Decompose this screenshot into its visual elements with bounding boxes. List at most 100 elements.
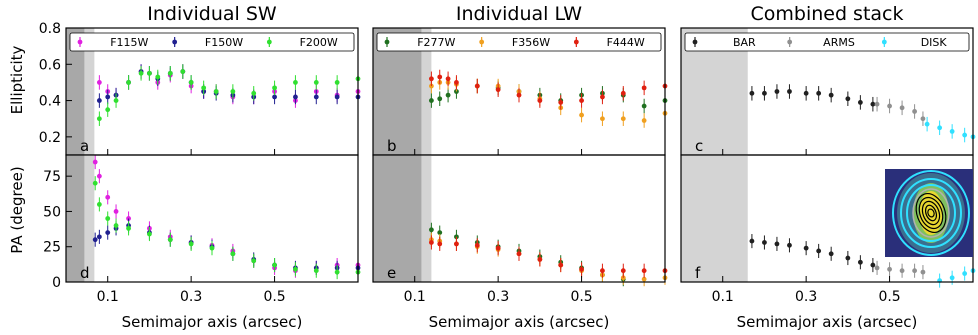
series-disk <box>937 263 976 288</box>
shaded-region <box>681 155 748 282</box>
data-point <box>641 276 647 282</box>
data-point <box>454 80 459 85</box>
data-point <box>96 234 102 240</box>
x-tick-label: 0.3 <box>180 289 202 305</box>
data-point <box>474 83 480 89</box>
data-point <box>949 129 955 134</box>
data-point <box>96 173 102 179</box>
legend: F115W F150W F200W <box>69 32 355 52</box>
data-point <box>293 266 298 272</box>
data-point <box>105 107 111 113</box>
data-point <box>787 89 792 94</box>
panel-letter: b <box>387 137 397 155</box>
data-point <box>113 209 119 214</box>
legend-marker <box>787 39 793 45</box>
disk-contour <box>892 170 970 256</box>
data-point <box>516 92 522 98</box>
series-arms <box>874 260 926 280</box>
data-point <box>213 89 219 94</box>
panel-title: Individual LW <box>456 3 582 25</box>
x-tick-label: 0.3 <box>795 289 817 305</box>
data-point <box>641 118 647 123</box>
data-point <box>272 85 277 91</box>
series-f444w <box>429 69 668 110</box>
legend-label: F277W <box>417 36 455 49</box>
x-tick-label: 0.1 <box>712 289 734 305</box>
legend-label: F444W <box>607 36 645 49</box>
y-tick-label: 25 <box>43 240 61 256</box>
series-f115w <box>92 155 361 278</box>
data-point <box>962 271 968 276</box>
data-point <box>762 90 767 96</box>
y-tick-label: 0.2 <box>39 130 61 146</box>
data-point <box>579 112 584 118</box>
data-point <box>167 70 173 76</box>
y-tick-label: 0.8 <box>39 21 61 37</box>
data-point <box>641 268 647 274</box>
data-point <box>828 251 834 257</box>
data-point <box>105 216 111 221</box>
data-point <box>600 268 605 274</box>
legend-box <box>69 32 355 52</box>
data-point <box>874 101 880 107</box>
data-point <box>96 80 102 85</box>
data-point <box>641 103 647 109</box>
panel-letter: c <box>695 137 703 155</box>
legend-box <box>376 32 662 52</box>
legend-label: F200W <box>300 36 338 49</box>
x-axis-label: Semimajor axis (arcsec) <box>429 313 610 331</box>
data-point <box>96 201 102 207</box>
x-tick-label: 0.1 <box>404 289 426 305</box>
series-f200w <box>96 64 361 126</box>
data-point <box>313 268 319 274</box>
data-point <box>920 116 926 122</box>
data-point <box>272 94 277 100</box>
x-tick-label: 0.5 <box>570 289 592 305</box>
data-point <box>887 266 892 272</box>
data-point <box>334 269 340 275</box>
data-point <box>92 159 98 165</box>
data-point <box>558 99 564 105</box>
data-point <box>962 132 968 138</box>
data-point <box>558 262 564 268</box>
panel-a: 0.2 0.4 0.6 0.8 Individual SW a F115W F150W F200… <box>39 3 361 156</box>
data-point <box>138 70 144 76</box>
data-point <box>126 80 131 85</box>
y-tick-label: 0.4 <box>39 94 61 110</box>
data-point <box>516 251 522 257</box>
legend-label: ARMS <box>823 36 855 49</box>
data-point <box>437 230 443 236</box>
data-point <box>845 255 851 261</box>
panel-c: Combined stack c BAR ARMS DISK <box>680 3 976 156</box>
panel-title: Combined stack <box>750 3 903 25</box>
legend-box <box>684 32 970 52</box>
data-point <box>828 92 834 98</box>
legend-marker <box>479 39 485 45</box>
data-point <box>912 109 917 114</box>
data-point <box>787 242 792 248</box>
data-point <box>949 275 955 281</box>
data-point <box>437 96 443 102</box>
data-point <box>251 258 257 264</box>
galaxy-inset <box>885 169 973 257</box>
legend-label: F115W <box>110 36 148 49</box>
legend-marker <box>266 39 272 45</box>
series-f356w <box>429 75 668 128</box>
bar-contour <box>921 200 941 226</box>
data-point <box>313 80 319 85</box>
data-point <box>495 245 501 251</box>
bar-contour <box>924 204 938 222</box>
data-point <box>495 87 501 93</box>
data-point <box>188 241 194 247</box>
data-point <box>749 238 755 244</box>
data-point <box>870 101 876 107</box>
data-point <box>579 98 584 103</box>
legend-marker <box>692 39 698 45</box>
legend-label: F150W <box>205 36 243 49</box>
plot-frame <box>65 154 359 283</box>
shaded-region-dark <box>373 155 422 282</box>
data-point <box>620 116 626 122</box>
series-f277w <box>429 78 668 114</box>
legend-label: DISK <box>921 36 948 49</box>
